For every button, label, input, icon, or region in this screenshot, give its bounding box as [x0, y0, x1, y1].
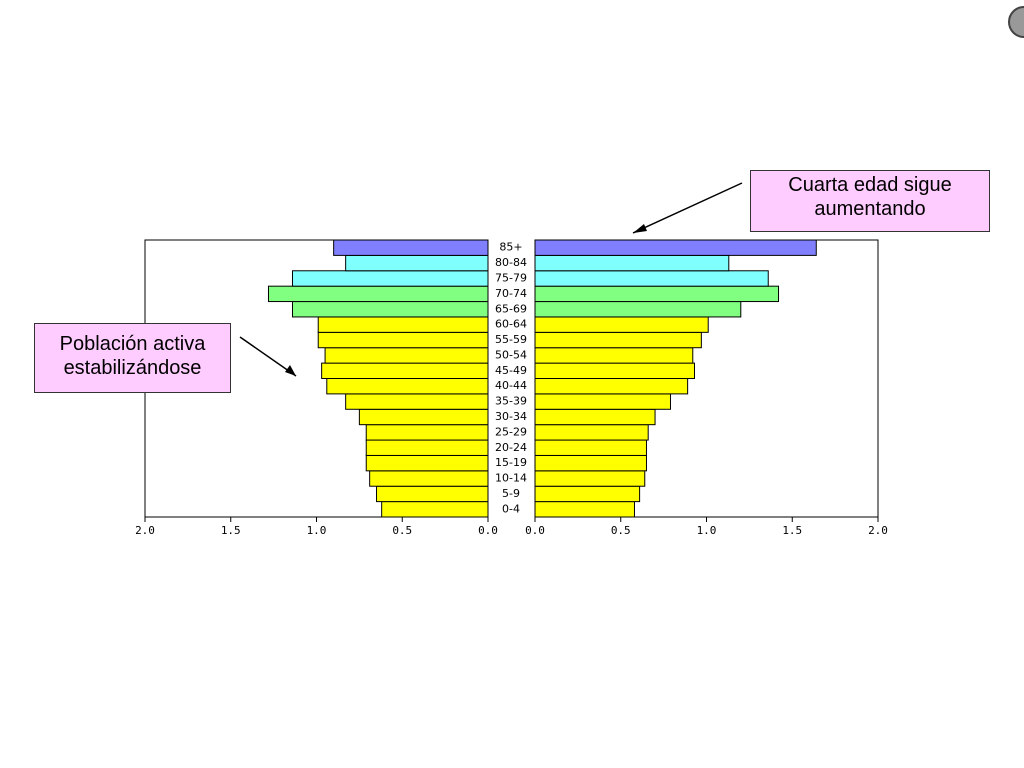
bar [317, 316, 489, 333]
bar [534, 331, 702, 349]
bar [291, 270, 489, 287]
decoration [1008, 6, 1024, 38]
x-tick-label: 0.0 [525, 524, 545, 537]
category-label: 5-9 [502, 487, 520, 500]
bar [534, 485, 641, 503]
bar [534, 454, 647, 472]
bar [333, 239, 489, 256]
bar [534, 470, 646, 487]
x-tick-label: 1.5 [221, 524, 241, 537]
bar [534, 393, 671, 410]
bar [345, 393, 489, 410]
category-label: 80-84 [495, 256, 527, 269]
x-tick-label: 0.0 [478, 524, 498, 537]
x-tick-label: 2.0 [868, 524, 888, 537]
bar [376, 485, 489, 503]
bar [534, 501, 635, 518]
bar [534, 254, 730, 272]
category-label: 75-79 [495, 271, 527, 284]
x-tick-label: 1.0 [307, 524, 327, 537]
category-label: 15-19 [495, 456, 527, 469]
bar [381, 501, 489, 518]
annotation: Población activa estabilizándose [34, 323, 231, 393]
bar [324, 347, 489, 364]
x-tick-label: 1.5 [782, 524, 802, 537]
bar [267, 285, 489, 303]
category-label: 25-29 [495, 425, 527, 438]
bar [369, 470, 489, 487]
bar [326, 378, 489, 395]
bar [365, 439, 489, 456]
bar [317, 331, 489, 349]
bar [291, 301, 489, 318]
bar [365, 424, 489, 441]
category-label: 30-34 [495, 410, 527, 423]
bar [534, 270, 769, 287]
arrow [239, 336, 297, 377]
category-label: 50-54 [495, 348, 527, 361]
bar [345, 254, 489, 272]
bar [534, 285, 780, 303]
bar [534, 347, 694, 364]
bar [534, 239, 817, 256]
bar [365, 454, 489, 472]
category-label: 40-44 [495, 379, 527, 392]
x-tick-label: 1.0 [697, 524, 717, 537]
x-tick-label: 0.5 [611, 524, 631, 537]
bar [534, 301, 742, 318]
bar [358, 408, 489, 426]
bar [534, 362, 695, 380]
category-label: 20-24 [495, 441, 527, 454]
category-label: 35-39 [495, 395, 527, 408]
bar [321, 362, 489, 380]
bar [534, 439, 647, 456]
arrow-head [285, 365, 296, 376]
category-label: 65-69 [495, 302, 527, 315]
category-label: 45-49 [495, 364, 527, 377]
bar [534, 378, 689, 395]
category-label: 60-64 [495, 318, 527, 331]
category-label: 85+ [499, 241, 522, 254]
bar [534, 408, 656, 426]
category-label: 0-4 [502, 502, 520, 515]
bar [534, 316, 709, 333]
arrow-head [633, 224, 647, 233]
category-label: 70-74 [495, 287, 527, 300]
bar [534, 424, 649, 441]
category-label: 10-14 [495, 472, 527, 485]
category-label: 55-59 [495, 333, 527, 346]
arrow [632, 182, 743, 234]
x-tick-label: 0.5 [392, 524, 412, 537]
x-tick-label: 2.0 [135, 524, 155, 537]
annotation: Cuarta edad sigue aumentando [750, 170, 990, 232]
